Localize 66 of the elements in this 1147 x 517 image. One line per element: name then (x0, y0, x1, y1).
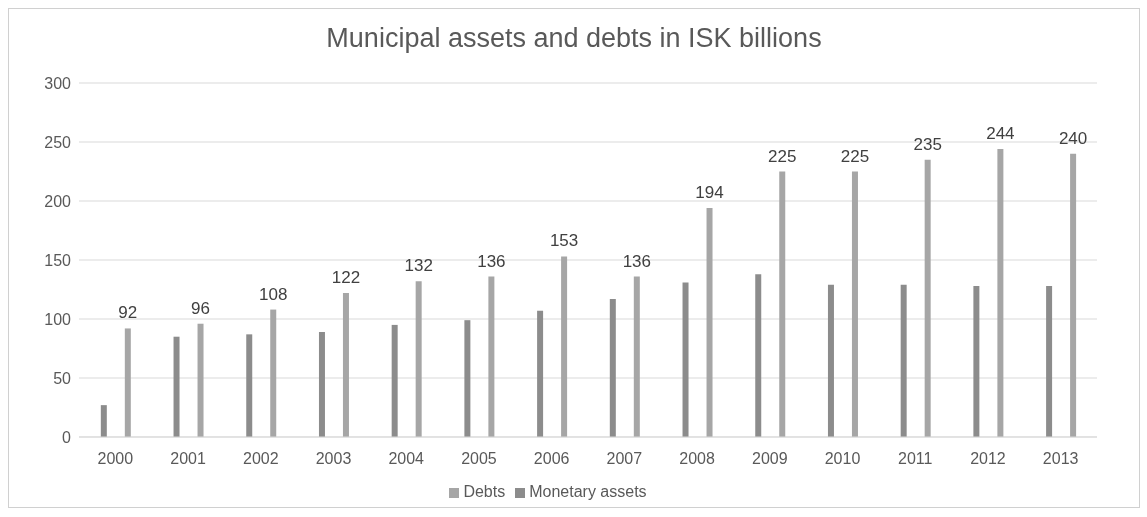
data-label: 225 (768, 146, 797, 166)
x-tick-label: 2009 (751, 450, 788, 468)
y-tick-label: 200 (44, 192, 72, 210)
data-label: 136 (477, 251, 506, 271)
bar (1046, 285, 1053, 437)
x-tick-label: 2005 (461, 450, 497, 468)
bar (682, 282, 689, 437)
bar (561, 256, 568, 437)
data-label: 132 (404, 256, 433, 276)
x-tick-label: 2012 (970, 450, 1006, 468)
chart-title: Municipal assets and debts in ISK billions (325, 22, 823, 55)
x-tick-label: 2007 (606, 450, 643, 468)
data-label: 122 (331, 268, 361, 288)
x-tick-label: 2013 (1042, 450, 1079, 468)
x-tick-label: 2010 (824, 450, 861, 468)
data-label: 96 (191, 298, 210, 318)
bar (342, 293, 349, 437)
bar (197, 323, 204, 437)
data-label: 136 (622, 251, 651, 271)
y-tick-label: 100 (44, 310, 72, 328)
x-tick-label: 2006 (533, 450, 570, 468)
bar (415, 281, 422, 437)
bar (488, 276, 495, 437)
y-tick-label: 0 (62, 428, 72, 446)
bar (1070, 153, 1077, 437)
y-tick-label: 50 (53, 369, 72, 387)
x-tick-label: 2004 (388, 450, 425, 468)
x-tick-label: 2000 (97, 450, 134, 468)
data-label: 194 (695, 183, 724, 203)
bar (973, 285, 980, 437)
bar (124, 328, 131, 437)
bar (609, 298, 616, 437)
bar (246, 334, 253, 437)
bar (900, 284, 907, 437)
data-label: 153 (549, 231, 579, 251)
data-label: 92 (118, 303, 138, 323)
x-tick-label: 2002 (242, 450, 279, 468)
bar (173, 336, 180, 437)
y-tick-label: 300 (44, 74, 72, 92)
bar (318, 331, 325, 437)
data-label: 235 (913, 134, 942, 154)
bar (391, 324, 398, 437)
legend-label: Debts (463, 483, 506, 500)
bar (755, 274, 762, 437)
x-tick-label: 2008 (679, 450, 715, 468)
bar (997, 149, 1004, 437)
bar (100, 405, 107, 437)
data-label: 108 (259, 284, 288, 304)
y-tick-label: 250 (44, 133, 72, 151)
data-label: 244 (986, 124, 1015, 144)
bar (270, 309, 277, 437)
y-tick-label: 150 (44, 251, 72, 269)
bar (779, 171, 786, 437)
bar (706, 208, 713, 437)
x-tick-label: 2003 (315, 450, 352, 468)
bar (537, 310, 544, 437)
bar (851, 171, 858, 437)
bar (464, 320, 471, 437)
bar (827, 284, 834, 437)
x-tick-label: 2011 (898, 450, 933, 468)
x-tick-label: 2001 (170, 450, 206, 468)
data-label: 225 (840, 146, 870, 166)
bar (633, 276, 640, 437)
data-label: 240 (1058, 128, 1088, 148)
legend-label: Monetary assets (529, 483, 647, 500)
bar (924, 159, 931, 437)
